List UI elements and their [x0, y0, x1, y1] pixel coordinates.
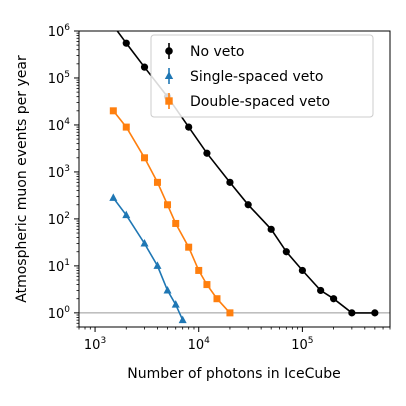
data-point — [267, 225, 275, 233]
data-point — [164, 201, 172, 209]
y-axis-title: Atmospheric muon events per year — [14, 55, 30, 303]
legend-item: Single-spaced veto — [164, 68, 323, 85]
y-tick-label: 103 — [48, 164, 70, 181]
data-point — [122, 210, 131, 219]
data-point — [171, 300, 180, 308]
x-tick-label: 104 — [188, 336, 211, 353]
legend-label: No veto — [190, 44, 244, 60]
data-point — [140, 238, 149, 247]
legend-item: Double-spaced veto — [165, 93, 330, 110]
data-point — [122, 39, 130, 47]
data-point — [140, 63, 149, 71]
series-triangle — [109, 193, 187, 324]
legend-item: No veto — [165, 43, 244, 60]
data-point — [172, 219, 180, 227]
data-point — [203, 149, 211, 157]
data-point — [185, 243, 193, 251]
x-axis-title: Number of photons in IceCube — [127, 366, 340, 382]
legend-box — [150, 34, 374, 118]
data-point — [226, 178, 234, 186]
data-point — [329, 295, 338, 303]
plot-frame — [78, 30, 391, 328]
series-square — [109, 107, 234, 317]
plot-data-layer — [79, 31, 390, 324]
y-tick-label: 102 — [48, 211, 70, 228]
data-point — [185, 123, 193, 131]
y-tick-label: 105 — [48, 70, 70, 87]
x-tick-label: 105 — [291, 336, 313, 353]
data-point — [163, 285, 172, 294]
legend-marker — [165, 47, 173, 55]
data-point — [178, 315, 187, 324]
data-point — [348, 309, 356, 317]
legend-marker — [165, 97, 173, 105]
data-point — [203, 281, 211, 289]
data-point — [317, 286, 325, 295]
x-tick-label: 103 — [84, 336, 106, 353]
data-point — [282, 248, 290, 256]
data-point — [109, 107, 117, 115]
legend-marker — [164, 71, 174, 79]
data-point — [141, 154, 149, 162]
data-point — [153, 178, 161, 186]
data-point — [244, 201, 252, 209]
data-point — [213, 295, 221, 303]
legend: No veto Single-spaced veto Double-spaced v… — [150, 34, 374, 118]
y-tick-label: 106 — [48, 23, 71, 40]
data-point — [153, 261, 162, 269]
y-tick-label: 104 — [48, 117, 71, 134]
y-tick-label: 101 — [48, 258, 70, 275]
legend-label: Double-spaced veto — [190, 94, 330, 110]
legend-label: Single-spaced veto — [190, 69, 323, 85]
data-point — [122, 123, 130, 131]
data-point — [298, 266, 306, 275]
data-point — [109, 193, 118, 201]
data-point — [371, 309, 379, 317]
data-point — [195, 266, 203, 274]
y-tick-label: 100 — [48, 305, 71, 322]
data-point — [226, 309, 234, 317]
